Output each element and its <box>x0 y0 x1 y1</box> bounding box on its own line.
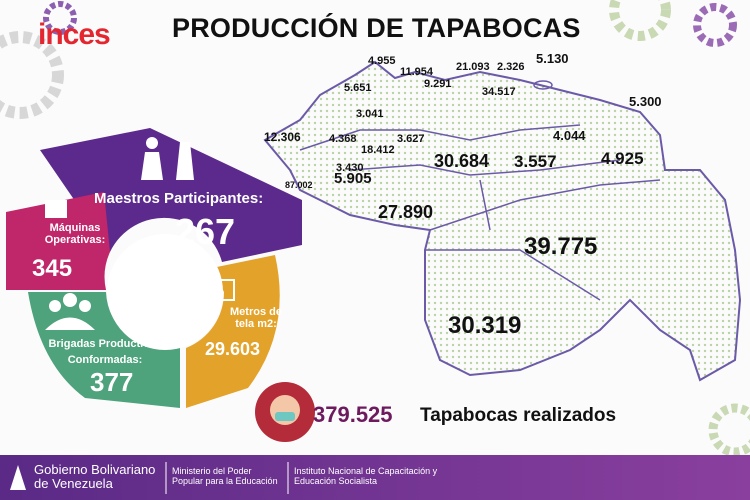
footer-government: Gobierno Bolivariano de Venezuela <box>34 462 156 492</box>
segment-fabric <box>186 255 280 408</box>
stat-label: Brigadas Productivas Conformadas: <box>48 338 162 366</box>
stat-label: Máquinas Operativas: <box>44 222 106 247</box>
map-label: 5.651 <box>344 82 372 94</box>
stat-value: 345 <box>32 255 73 282</box>
map-label: 39.775 <box>524 233 598 260</box>
icon-mannequin <box>176 142 194 180</box>
map-label: 5.300 <box>629 94 662 109</box>
gear <box>609 0 671 41</box>
map-label: 4.044 <box>553 128 586 143</box>
icon-group <box>49 300 61 312</box>
segment-machines <box>6 192 110 290</box>
total-value: 379.525 <box>313 402 393 427</box>
map-label: 4.955 <box>368 55 396 67</box>
map-outline <box>263 60 742 382</box>
map-label: 9.291 <box>424 78 452 90</box>
gear <box>708 403 750 457</box>
icon-teacher <box>146 137 158 149</box>
map-label: 27.890 <box>378 202 434 222</box>
stat-value: 267 <box>175 211 236 252</box>
icon-teacher <box>141 152 163 180</box>
stat-label: Maestros Participantes: <box>94 190 264 207</box>
map-label: 87.002 <box>285 180 313 190</box>
icon-mask <box>275 412 295 421</box>
map-label: 12.306 <box>264 130 301 144</box>
map-label: 4.368 <box>329 133 357 145</box>
gear <box>0 31 64 119</box>
state-borders <box>299 124 661 301</box>
stat-label: Metros de tela m2: <box>230 306 282 331</box>
map-label: 30.319 <box>448 312 522 339</box>
map-label: 2.326 <box>497 61 525 73</box>
donut-hole <box>107 234 223 350</box>
total-label: Tapabocas realizados <box>420 405 617 426</box>
footer-institute: Instituto Nacional de Capacitación y Edu… <box>294 466 438 486</box>
map-label: 18.412 <box>361 144 395 156</box>
map-label: 5.130 <box>536 51 569 66</box>
map-label: 3.430 <box>336 162 364 174</box>
map-label: 3.041 <box>356 108 384 120</box>
logo: inces <box>38 18 111 51</box>
icon-group <box>79 300 91 312</box>
footer-bar <box>0 455 750 500</box>
map-label: 5.905 <box>334 170 372 187</box>
map-label: 34.517 <box>482 86 516 98</box>
stat-value: 377 <box>90 367 134 397</box>
gear <box>43 1 77 35</box>
map-label: 3.557 <box>514 152 557 171</box>
map-label: 11.954 <box>400 66 434 78</box>
footer-ministry: Ministerio del Poder Popular para la Edu… <box>172 466 278 486</box>
map-label: 21.093 <box>456 61 490 73</box>
icon-group <box>45 317 95 330</box>
icon-group <box>63 293 77 307</box>
island <box>533 80 553 90</box>
map-label: 3.627 <box>397 133 425 145</box>
stat-value: 29.603 <box>205 339 261 359</box>
icon-machine <box>45 200 67 218</box>
gear <box>693 3 737 47</box>
icon-fabric <box>207 279 235 301</box>
map-label: 30.684 <box>434 151 490 171</box>
map-label: 4.925 <box>601 149 644 168</box>
title: PRODUCCIÓN DE TAPABOCAS <box>172 13 581 43</box>
footer-emblem <box>10 465 26 490</box>
